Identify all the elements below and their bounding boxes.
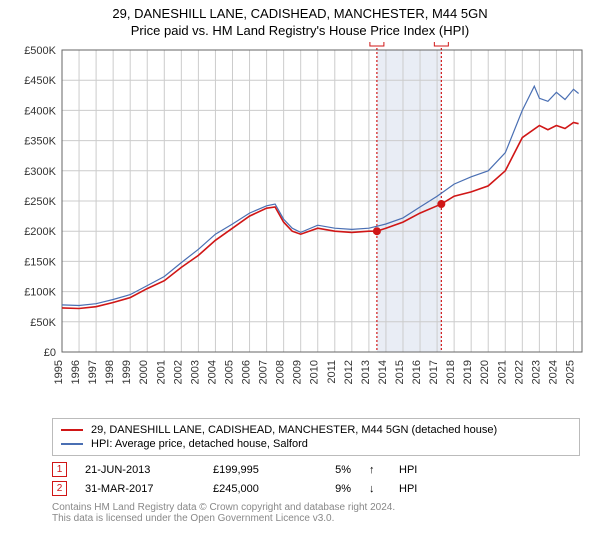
sale-marker-1: 1 [52,462,67,477]
svg-text:2021: 2021 [496,360,508,384]
svg-text:£100K: £100K [24,287,56,299]
svg-text:2003: 2003 [189,360,201,384]
legend-label-property: 29, DANESHILL LANE, CADISHEAD, MANCHESTE… [91,424,497,436]
svg-text:2019: 2019 [462,360,474,384]
svg-text:2007: 2007 [258,360,270,384]
svg-text:2001: 2001 [155,360,167,384]
title-subtitle: Price paid vs. HM Land Registry's House … [4,23,596,38]
footer: Contains HM Land Registry data © Crown c… [52,502,580,524]
footer-line2: This data is licensed under the Open Gov… [52,513,580,524]
svg-text:2012: 2012 [343,360,355,384]
legend: 29, DANESHILL LANE, CADISHEAD, MANCHESTE… [52,418,580,456]
svg-text:1998: 1998 [104,360,116,384]
svg-text:2010: 2010 [309,360,321,384]
svg-text:2015: 2015 [394,360,406,384]
sales-table: 1 21-JUN-2013 £199,995 5% ↑ HPI 2 31-MAR… [52,460,580,498]
svg-text:£300K: £300K [24,166,56,178]
sale-2-date: 31-MAR-2017 [85,483,195,495]
sale-2-pct: 9% [311,483,351,495]
svg-text:£50K: £50K [30,317,56,329]
sale-2-suffix: HPI [399,483,417,495]
svg-text:2002: 2002 [172,360,184,384]
chart: £0 £50K £100K £150K £200K £250K £300K £350K £400… [10,42,590,412]
svg-text:2025: 2025 [564,360,576,384]
chart-svg: £0 £50K £100K £150K £200K £250K £300K £350K £400… [10,42,590,412]
footer-line1: Contains HM Land Registry data © Crown c… [52,502,580,513]
svg-text:2023: 2023 [530,360,542,384]
svg-text:1999: 1999 [121,360,133,384]
svg-text:1995: 1995 [53,360,65,384]
sale-1-pct: 5% [311,464,351,476]
svg-text:2022: 2022 [513,360,525,384]
svg-text:2: 2 [439,42,445,45]
svg-text:2016: 2016 [411,360,423,384]
legend-swatch-property [61,429,83,431]
sale-1-price: £199,995 [213,464,293,476]
svg-text:2024: 2024 [547,360,559,384]
legend-label-hpi: HPI: Average price, detached house, Salf… [91,438,308,450]
svg-text:£150K: £150K [24,256,56,268]
svg-text:£450K: £450K [24,75,56,87]
sale-row-2: 2 31-MAR-2017 £245,000 9% ↓ HPI [52,479,580,498]
svg-text:£500K: £500K [24,45,56,57]
svg-text:2011: 2011 [326,360,338,384]
sale-2-arrow: ↓ [369,483,381,495]
svg-text:£0: £0 [44,347,56,359]
legend-row-hpi: HPI: Average price, detached house, Salf… [61,437,571,451]
svg-text:2008: 2008 [275,360,287,384]
sale-2-price: £245,000 [213,483,293,495]
sale-row-1: 1 21-JUN-2013 £199,995 5% ↑ HPI [52,460,580,479]
svg-text:£400K: £400K [24,105,56,117]
sale-1-date: 21-JUN-2013 [85,464,195,476]
sale-marker-1-num: 1 [57,464,63,475]
svg-text:£200K: £200K [24,226,56,238]
svg-text:£350K: £350K [24,136,56,148]
svg-text:2009: 2009 [292,360,304,384]
svg-text:2020: 2020 [479,360,491,384]
title-block: 29, DANESHILL LANE, CADISHEAD, MANCHESTE… [0,0,600,40]
sale-marker-2-num: 2 [57,483,63,494]
sale-marker-2: 2 [52,481,67,496]
svg-text:1997: 1997 [87,360,99,384]
svg-text:2000: 2000 [138,360,150,384]
sale-1-suffix: HPI [399,464,417,476]
svg-text:£250K: £250K [24,196,56,208]
title-address: 29, DANESHILL LANE, CADISHEAD, MANCHESTE… [4,6,596,21]
svg-text:1996: 1996 [70,360,82,384]
chart-container: 29, DANESHILL LANE, CADISHEAD, MANCHESTE… [0,0,600,524]
svg-text:2014: 2014 [377,360,389,384]
svg-text:2005: 2005 [223,360,235,384]
svg-text:2006: 2006 [241,360,253,384]
sale-1-arrow: ↑ [369,464,381,476]
legend-swatch-hpi [61,443,83,445]
svg-text:2004: 2004 [206,360,218,384]
svg-text:2013: 2013 [360,360,372,384]
legend-row-property: 29, DANESHILL LANE, CADISHEAD, MANCHESTE… [61,423,571,437]
svg-text:2018: 2018 [445,360,457,384]
svg-text:1: 1 [374,42,380,45]
svg-text:2017: 2017 [428,360,440,384]
